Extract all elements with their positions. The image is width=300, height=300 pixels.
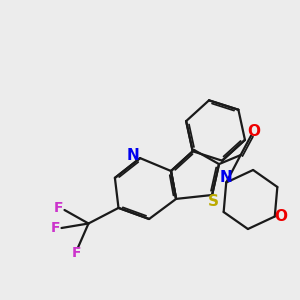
Text: F: F: [51, 221, 60, 235]
Text: F: F: [54, 202, 63, 215]
Text: F: F: [72, 246, 81, 260]
Text: O: O: [274, 209, 287, 224]
Text: S: S: [208, 194, 219, 209]
Text: N: N: [127, 148, 140, 163]
Text: N: N: [220, 169, 233, 184]
Text: O: O: [247, 124, 260, 140]
